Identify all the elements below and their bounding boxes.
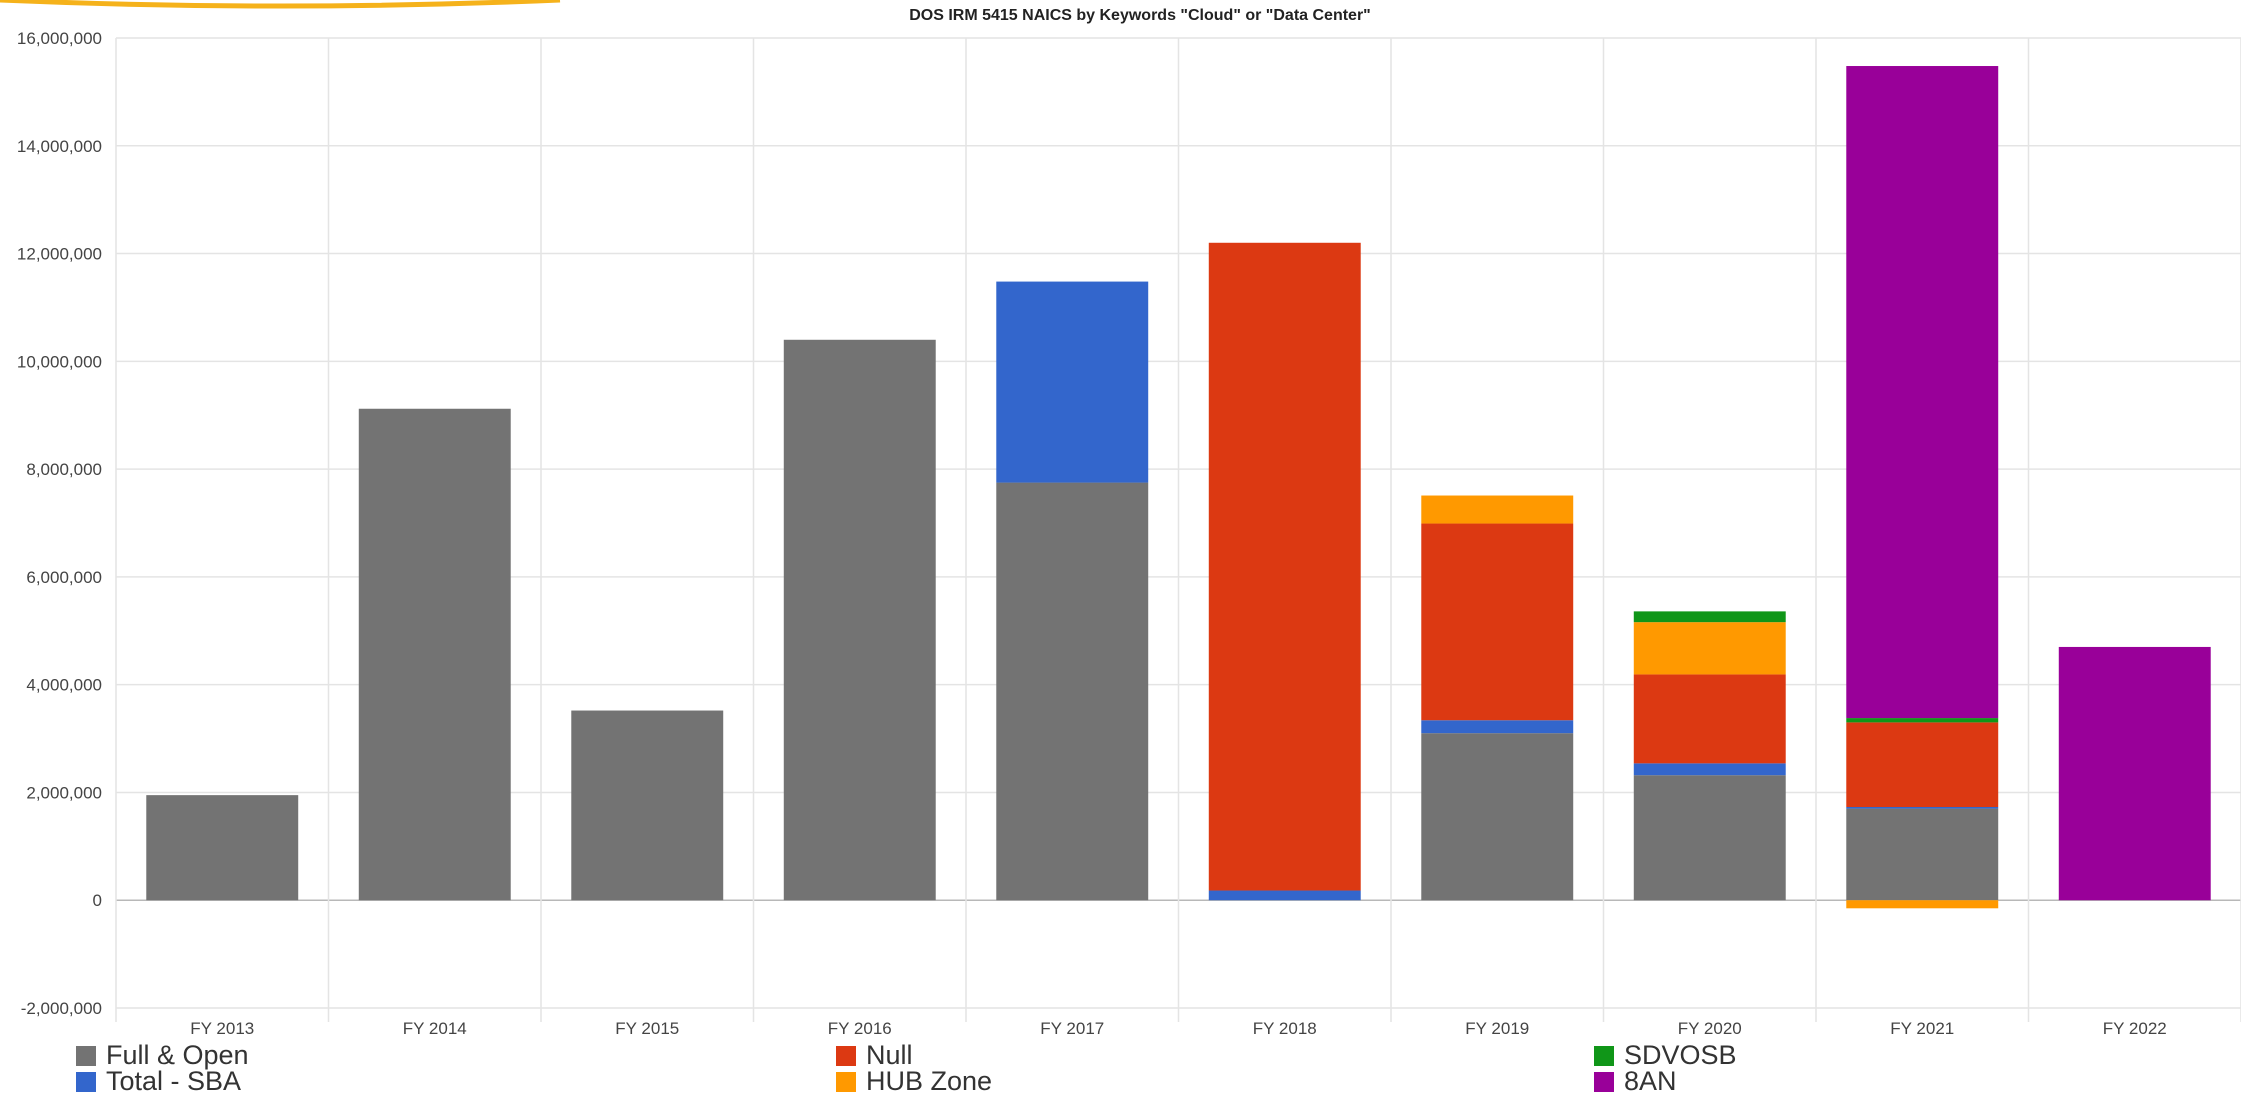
y-tick-label: 6,000,000 xyxy=(26,568,102,587)
legend-label: Full & Open xyxy=(106,1040,249,1070)
legend-item-total-sba[interactable]: Total - SBA xyxy=(76,1066,241,1097)
bar-8an[interactable] xyxy=(2058,646,2211,901)
bar-full-open[interactable] xyxy=(1846,808,1999,901)
y-tick-label: 0 xyxy=(93,891,102,910)
bar-full-open[interactable] xyxy=(996,482,1149,901)
y-tick-label: 4,000,000 xyxy=(26,676,102,695)
bar-sdvosb[interactable] xyxy=(1633,611,1786,623)
legend-item-hub-zone[interactable]: HUB Zone xyxy=(836,1066,992,1097)
legend-item-8an[interactable]: 8AN xyxy=(1594,1066,1677,1097)
y-axis: -2,000,000 0 2,000,000 4,000,000 6,000,000 8,… xyxy=(17,29,102,1018)
bar-sdvosb[interactable] xyxy=(1846,718,1999,723)
stacked-bar-chart: DOS IRM 5415 NAICS by Keywords "Cloud" o… xyxy=(17,7,2241,1038)
legend-swatch xyxy=(836,1045,856,1066)
x-tick-label: FY 2022 xyxy=(2103,1019,2167,1038)
bars xyxy=(146,66,2211,909)
legend-swatch xyxy=(1594,1071,1614,1092)
x-tick-label: FY 2015 xyxy=(615,1019,679,1038)
legend-label: Null xyxy=(866,1040,913,1070)
legend-label: 8AN xyxy=(1624,1066,1677,1096)
bar-full-open[interactable] xyxy=(571,710,724,901)
bar-full-open[interactable] xyxy=(1421,733,1574,901)
legend-label: SDVOSB xyxy=(1624,1040,1737,1070)
legend-item-full-open[interactable]: Full & Open xyxy=(76,1040,249,1071)
bar-null[interactable] xyxy=(1421,523,1574,721)
x-tick-label: FY 2019 xyxy=(1465,1019,1529,1038)
legend-label: Total - SBA xyxy=(106,1066,242,1096)
bar-total-sba[interactable] xyxy=(1421,720,1574,734)
chart-title: DOS IRM 5415 NAICS by Keywords "Cloud" o… xyxy=(909,7,1371,24)
decorative-accent-arc xyxy=(0,0,561,9)
legend-label: HUB Zone xyxy=(866,1066,993,1096)
bar-hub-zone[interactable] xyxy=(1633,622,1786,675)
bar-8an[interactable] xyxy=(1846,66,1999,719)
x-tick-label: FY 2016 xyxy=(828,1019,892,1038)
y-tick-label: 14,000,000 xyxy=(17,137,102,156)
legend-item-null[interactable]: Null xyxy=(836,1040,913,1071)
x-tick-label: FY 2013 xyxy=(190,1019,254,1038)
legend-swatch xyxy=(1594,1045,1614,1066)
bar-hub-zone[interactable] xyxy=(1421,495,1574,524)
bar-total-sba[interactable] xyxy=(1846,806,1999,809)
legend: Full & Open Total - SBA Null HUB Zone SD… xyxy=(0,1040,2241,1097)
bar-total-sba[interactable] xyxy=(996,281,1149,483)
bar-null[interactable] xyxy=(1208,242,1361,891)
x-axis: FY 2013 FY 2014 FY 2015 FY 2016 FY 2017 FY 20… xyxy=(190,1019,2166,1038)
y-tick-label: 10,000,000 xyxy=(17,352,102,371)
x-tick-label: FY 2018 xyxy=(1253,1019,1317,1038)
x-tick-label: FY 2021 xyxy=(1890,1019,1954,1038)
bar-total-sba[interactable] xyxy=(1633,763,1786,776)
bar-total-sba[interactable] xyxy=(1208,890,1361,901)
legend-swatch xyxy=(836,1071,856,1092)
y-tick-label: 16,000,000 xyxy=(17,29,102,48)
bar-full-open[interactable] xyxy=(1633,775,1786,901)
x-tick-label: FY 2020 xyxy=(1678,1019,1742,1038)
bar-full-open[interactable] xyxy=(146,795,299,901)
legend-swatch xyxy=(76,1045,96,1066)
y-tick-label: 8,000,000 xyxy=(26,460,102,479)
legend-swatch xyxy=(76,1071,96,1092)
bar-null[interactable] xyxy=(1633,674,1786,764)
y-tick-label: 2,000,000 xyxy=(26,783,102,802)
legend-item-sdvosb[interactable]: SDVOSB xyxy=(1594,1040,1737,1071)
y-tick-label: -2,000,000 xyxy=(21,999,102,1018)
x-tick-label: FY 2014 xyxy=(403,1019,467,1038)
bar-hub-zone[interactable] xyxy=(1846,900,1999,909)
bar-null[interactable] xyxy=(1846,722,1999,807)
bar-full-open[interactable] xyxy=(783,339,936,901)
x-tick-label: FY 2017 xyxy=(1040,1019,1104,1038)
bar-full-open[interactable] xyxy=(358,408,511,901)
y-tick-label: 12,000,000 xyxy=(17,245,102,264)
